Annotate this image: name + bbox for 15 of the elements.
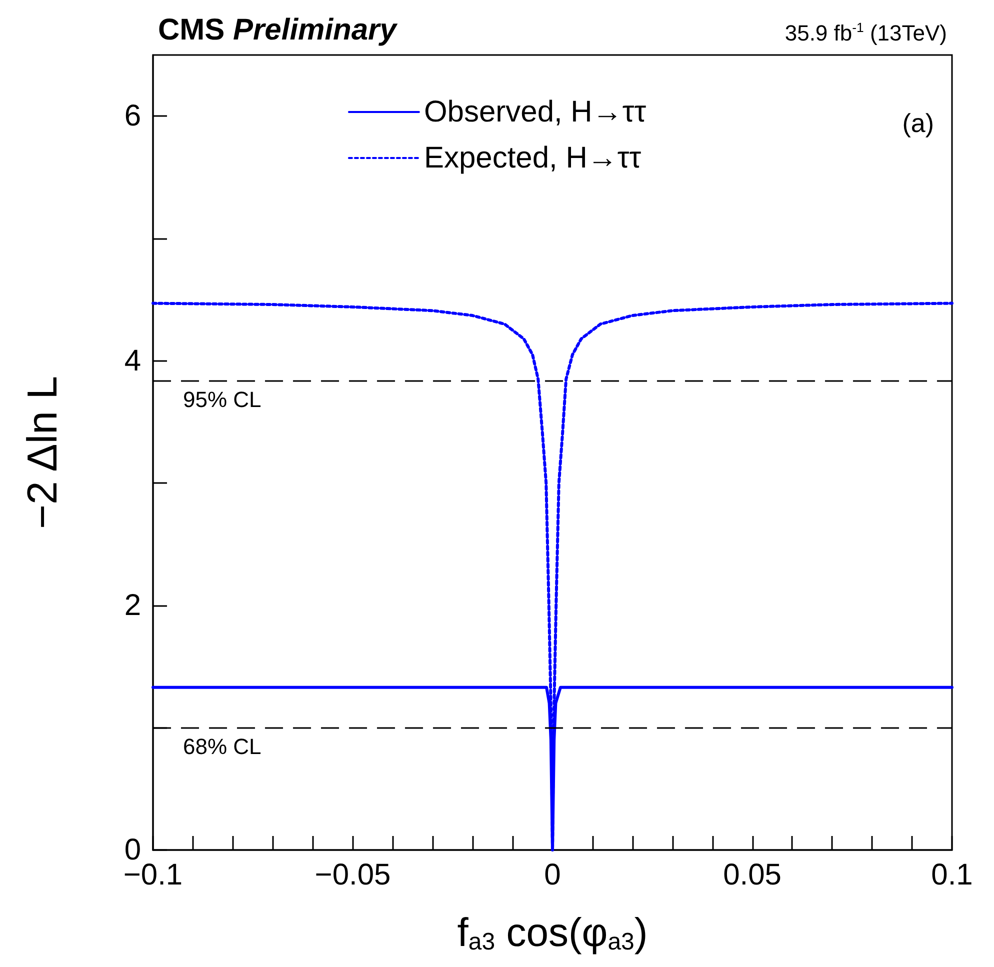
y-tick-label: 2	[124, 588, 141, 622]
x-axis-title: fa3 cos(φa3)	[457, 911, 648, 956]
x-tick-label: 0.05	[723, 858, 782, 892]
legend-label: Observed, H→ττ	[424, 96, 646, 128]
x-tick-label: 0	[544, 858, 561, 892]
y-axis-title: −2 Δln L	[18, 376, 66, 530]
ref-line-label: 95% CL	[183, 386, 262, 412]
ref-line-label: 68% CL	[183, 734, 262, 760]
annotation: (a)	[902, 108, 934, 138]
x-tick-label: −0.05	[314, 858, 391, 892]
chart-title: CMS Preliminary	[158, 14, 398, 46]
y-tick-label: 4	[124, 344, 141, 378]
y-tick-label: 6	[124, 100, 141, 133]
x-tick-label: 0.1	[931, 858, 973, 892]
legend-label: Expected, H→ττ	[424, 142, 642, 174]
